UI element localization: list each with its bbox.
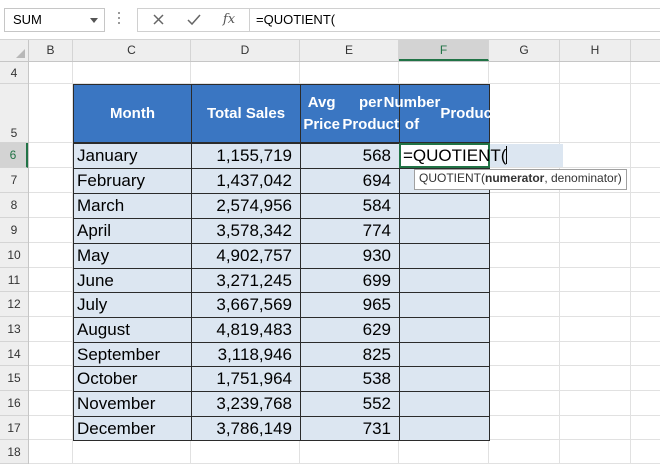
cell-month[interactable]: May [73,243,192,269]
header-number-of-products[interactable]: Number of Products [384,84,505,143]
cell-avg-price[interactable]: 584 [300,193,400,219]
cell-avg-price[interactable]: 930 [300,243,400,269]
row-header-9[interactable]: 9 [0,218,28,243]
row-headers: 4 5 6 7 8 9 10 11 12 13 14 15 16 17 18 [0,62,29,464]
cell-total-sales[interactable]: 3,578,342 [191,218,301,244]
cell-avg-price[interactable]: 731 [300,416,400,441]
text-cursor [506,146,508,164]
cell-month[interactable]: July [73,292,192,318]
cell-month[interactable]: March [73,193,192,219]
column-header-b[interactable]: B [29,40,73,61]
name-box-value: SUM [13,12,42,27]
cell-avg-price[interactable]: 629 [300,317,400,343]
column-header-c[interactable]: C [73,40,191,61]
drag-handle-icon[interactable] [118,12,121,28]
cell-total-sales[interactable]: 4,819,483 [191,317,301,343]
active-cell-f6[interactable]: =QUOTIENT( [399,143,508,168]
header-avg-price[interactable]: Avg Price per Product [300,84,400,143]
cell-month[interactable]: December [73,416,192,441]
row-header-18[interactable]: 18 [0,440,28,464]
cell-number-of-products[interactable] [399,268,490,293]
cell-total-sales[interactable]: 3,239,768 [191,391,301,417]
worksheet[interactable]: =QUOTIENT( QUOTIENT(numerator, denominat… [29,62,660,464]
cell-total-sales[interactable]: 1,155,719 [191,143,301,169]
cell-total-sales[interactable]: 3,271,245 [191,268,301,293]
row-header-16[interactable]: 16 [0,391,28,416]
name-box[interactable]: SUM [4,8,105,32]
gridline-horizontal [29,83,660,84]
cell-avg-price[interactable]: 699 [300,268,400,293]
cell-number-of-products[interactable] [399,243,490,269]
chevron-down-icon[interactable] [90,18,98,23]
select-all-button[interactable] [0,40,29,61]
cell-month[interactable]: October [73,366,192,392]
cell-number-of-products[interactable] [399,193,490,219]
row-header-15[interactable]: 15 [0,366,28,391]
cell-month[interactable]: June [73,268,192,293]
row-header-11[interactable]: 11 [0,268,28,292]
enter-check-icon[interactable] [183,11,205,29]
cell-total-sales[interactable]: 4,902,757 [191,243,301,269]
header-month[interactable]: Month [73,84,192,143]
cell-month[interactable]: November [73,391,192,417]
formula-buttons: fx [137,8,249,32]
cell-total-sales[interactable]: 2,574,956 [191,193,301,219]
cancel-icon[interactable] [148,11,170,29]
cell-avg-price[interactable]: 965 [300,292,400,318]
row-header-14[interactable]: 14 [0,342,28,366]
tooltip-current-arg: numerator [485,171,545,185]
formula-bar: SUM fx =QUOTIENT( [0,0,660,40]
cell-total-sales[interactable]: 1,437,042 [191,168,301,194]
column-header-f[interactable]: F [399,40,489,61]
formula-overflow-fill [490,144,563,167]
cell-avg-price[interactable]: 568 [300,143,400,169]
cell-total-sales[interactable]: 3,667,569 [191,292,301,318]
cell-number-of-products[interactable] [399,218,490,244]
row-header-17[interactable]: 17 [0,416,28,440]
formula-input[interactable]: =QUOTIENT( [249,8,660,32]
cell-total-sales[interactable]: 1,751,964 [191,366,301,392]
cell-number-of-products[interactable] [399,366,490,392]
row-header-13[interactable]: 13 [0,317,28,342]
row-header-10[interactable]: 10 [0,243,28,268]
row-header-8[interactable]: 8 [0,193,28,218]
cell-avg-price[interactable]: 774 [300,218,400,244]
column-header-d[interactable]: D [191,40,300,61]
cell-number-of-products[interactable] [399,391,490,417]
cell-number-of-products[interactable] [399,292,490,318]
row-header-5[interactable]: 5 [0,84,28,143]
cell-number-of-products[interactable] [399,342,490,367]
function-tooltip[interactable]: QUOTIENT(numerator, denominator) [414,169,627,190]
column-header-h[interactable]: H [560,40,631,61]
cell-total-sales[interactable]: 3,118,946 [191,342,301,367]
cell-number-of-products[interactable] [399,317,490,343]
gridline-vertical [72,62,73,464]
gridline-vertical [559,62,560,464]
cell-avg-price[interactable]: 538 [300,366,400,392]
gridline-vertical [630,62,631,464]
cell-avg-price[interactable]: 694 [300,168,400,194]
cell-month[interactable]: August [73,317,192,343]
column-header-g[interactable]: G [489,40,560,61]
cell-total-sales[interactable]: 3,786,149 [191,416,301,441]
cell-month[interactable]: September [73,342,192,367]
column-header-e[interactable]: E [300,40,399,61]
cell-month[interactable]: February [73,168,192,194]
insert-function-icon[interactable]: fx [222,12,236,27]
row-header-6[interactable]: 6 [0,143,28,168]
cell-avg-price[interactable]: 552 [300,391,400,417]
cell-month[interactable]: April [73,218,192,244]
row-header-7[interactable]: 7 [0,168,28,193]
cell-number-of-products[interactable] [399,416,490,441]
row-header-4[interactable]: 4 [0,62,28,84]
row-header-12[interactable]: 12 [0,292,28,317]
cell-avg-price[interactable]: 825 [300,342,400,367]
cell-month[interactable]: January [73,143,192,169]
header-total-sales[interactable]: Total Sales [191,84,301,143]
